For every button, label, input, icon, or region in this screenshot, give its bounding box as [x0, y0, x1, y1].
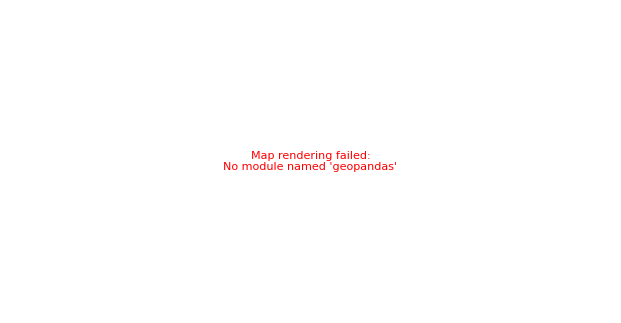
Text: Map rendering failed:
No module named 'geopandas': Map rendering failed: No module named 'g…: [224, 151, 397, 172]
